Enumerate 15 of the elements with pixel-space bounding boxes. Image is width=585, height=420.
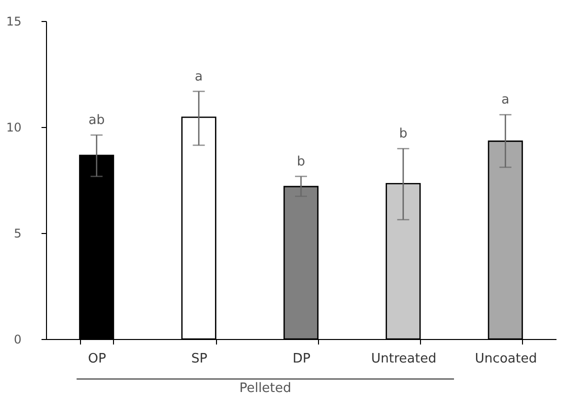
annotation: a <box>194 69 203 84</box>
text: Pelleted <box>239 381 292 396</box>
x-tick-label: Untreated <box>371 352 436 366</box>
x-tick-label: OP <box>88 352 106 366</box>
y-tick-label: 15 <box>6 14 22 28</box>
y-tick-label: 10 <box>6 120 22 134</box>
annotation: a <box>501 92 510 108</box>
annotation: ab <box>88 113 105 128</box>
x-tick-label: DP <box>292 352 311 366</box>
y-tick-label: 5 <box>14 226 22 240</box>
annotation: b <box>399 126 408 142</box>
x-tick-label: SP <box>191 352 208 366</box>
annotation: b <box>296 154 306 170</box>
x-tick-label: Uncoated <box>474 352 537 366</box>
y-tick-label: 0 <box>14 332 22 346</box>
